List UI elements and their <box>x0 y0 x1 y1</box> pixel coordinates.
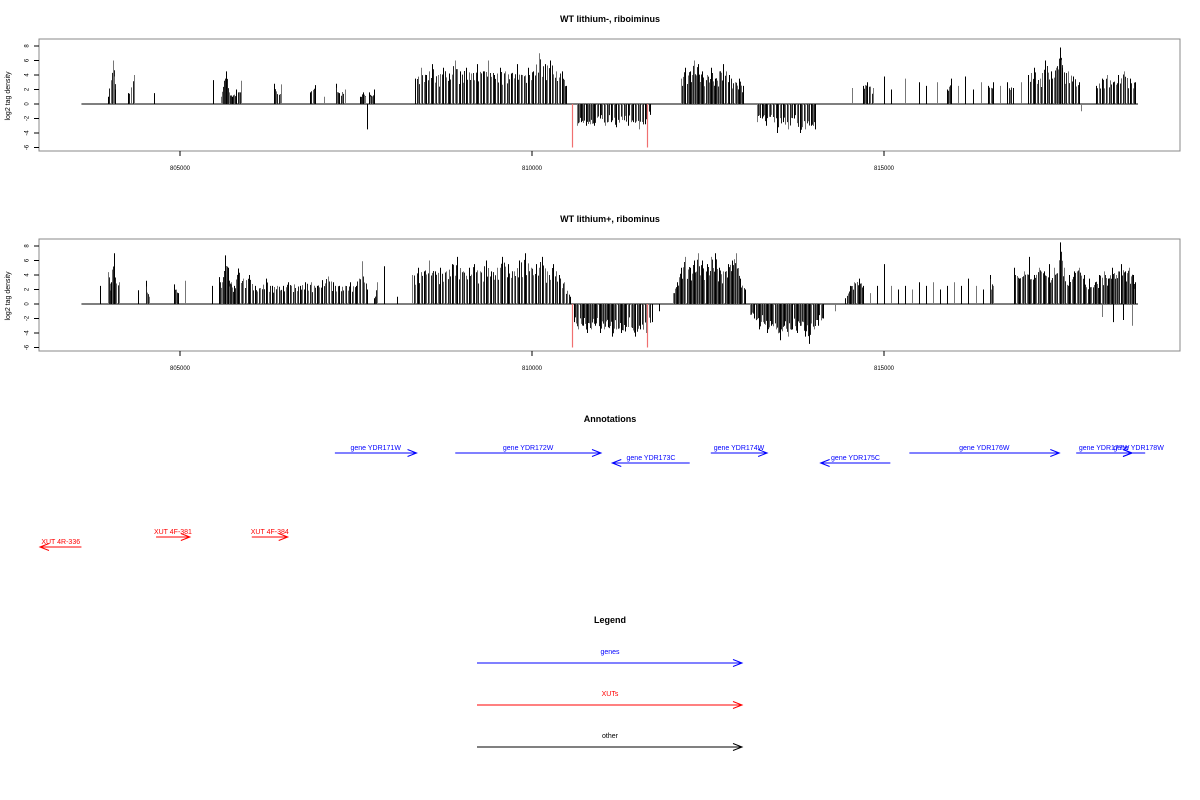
annotation-label: gene YDR178W <box>1113 445 1164 452</box>
bar-series <box>81 47 1138 148</box>
gene-arrow: gene YDR176W <box>909 445 1061 457</box>
y-tick-label: 8 <box>25 244 31 248</box>
y-axis-label: log2 tag density <box>5 71 12 121</box>
arrowhead-right-icon <box>278 533 290 541</box>
annotation-label: gene YDR172W <box>503 445 554 452</box>
y-tick-label: 0 <box>25 302 31 306</box>
x-tick-label: 810000 <box>522 366 543 372</box>
y-tick-label: 4 <box>25 73 31 77</box>
annotation-label: XUT 4R-336 <box>41 539 80 546</box>
x-tick-label: 815000 <box>874 366 895 372</box>
y-tick-label: 8 <box>25 44 31 48</box>
y-tick-label: -2 <box>25 115 31 121</box>
x-tick-label: 805000 <box>170 366 191 372</box>
x-tick-label: 805000 <box>170 166 191 172</box>
arrowhead-right-icon <box>732 701 744 709</box>
legend-title: Legend <box>594 615 626 625</box>
legend-item: other <box>477 733 744 751</box>
xut-arrow: XUT 4F-381 <box>154 529 192 541</box>
annotation-label: gene YDR174W <box>714 445 765 452</box>
legend-label: other <box>602 733 619 740</box>
annotation-label: gene YDR176W <box>959 445 1010 452</box>
arrowhead-left-icon <box>819 459 830 467</box>
y-axis: 8 6 4 2 0 -2 -4 -6 <box>25 44 39 150</box>
plot-frame <box>38 238 1181 352</box>
arrowhead-left-icon <box>610 459 622 467</box>
gene-arrow: gene YDR172W <box>455 445 603 457</box>
annotation-label: gene YDR171W <box>350 445 401 452</box>
arrowhead-right-icon <box>732 659 744 667</box>
annotations-title: Annotations <box>584 414 637 424</box>
gene-arrow: gene YDR171W <box>334 445 418 457</box>
y-tick-label: -6 <box>25 344 31 350</box>
y-tick-label: -2 <box>25 315 31 321</box>
xut-arrow: XUT 4F-384 <box>251 529 290 541</box>
track-panel-lithium-minus: WT lithium-, riboiminus log2 tag density… <box>5 14 1181 172</box>
y-tick-label: 6 <box>25 258 31 262</box>
arrowhead-right-icon <box>1050 449 1061 457</box>
panel-title: WT lithium-, riboiminus <box>560 14 660 24</box>
x-axis: 805000 810000 815000 <box>170 151 895 172</box>
track-panel-lithium-plus: WT lithium+, ribominus log2 tag density … <box>5 214 1181 372</box>
annotation-label: XUT 4F-384 <box>251 529 289 536</box>
panel-title: WT lithium+, ribominus <box>560 214 660 224</box>
x-axis: 805000 810000 815000 <box>170 351 895 372</box>
annotation-label: gene YDR177W <box>1079 445 1130 452</box>
legend-label: genes <box>600 649 620 656</box>
annotation-label: gene YDR173C <box>627 455 676 462</box>
y-tick-label: 2 <box>25 87 31 91</box>
legend-item: genes <box>477 649 744 667</box>
y-tick-label: 4 <box>25 273 31 277</box>
annotation-label: XUT 4F-381 <box>154 529 192 536</box>
gene-arrow: gene YDR174W <box>710 445 769 457</box>
y-axis-label: log2 tag density <box>5 271 12 321</box>
arrowhead-right-icon <box>407 449 418 457</box>
legend: genes XUTs other <box>477 649 744 751</box>
gene-annotations: gene YDR171W gene YDR172W gene YDR173C gene… <box>334 445 1164 467</box>
xut-arrow: XUT 4R-336 <box>38 539 82 551</box>
y-tick-label: -6 <box>25 144 31 150</box>
y-tick-label: 6 <box>25 58 31 62</box>
y-tick-label: -4 <box>25 130 31 136</box>
x-tick-label: 815000 <box>874 166 895 172</box>
y-tick-label: -4 <box>25 330 31 336</box>
gene-arrow: gene YDR173C <box>610 455 690 467</box>
arrowhead-right-icon <box>757 449 769 457</box>
gene-arrow: gene YDR178W <box>1113 445 1164 457</box>
legend-item: XUTs <box>477 691 744 709</box>
xut-annotations: XUT 4R-336 XUT 4F-381 XUT 4F-384 <box>38 529 290 551</box>
arrowhead-right-icon <box>180 533 192 541</box>
gene-arrow: gene YDR175C <box>819 455 891 467</box>
bar-series <box>81 242 1138 348</box>
legend-label: XUTs <box>602 691 619 698</box>
arrowhead-right-icon <box>732 743 744 751</box>
y-tick-label: 2 <box>25 287 31 291</box>
arrowhead-right-icon <box>591 449 603 457</box>
y-tick-label: 0 <box>25 102 31 106</box>
y-axis: 8 6 4 2 0 -2 -4 -6 <box>25 244 39 350</box>
x-tick-label: 810000 <box>522 166 543 172</box>
plot-frame <box>38 38 1181 152</box>
annotation-label: gene YDR175C <box>831 455 880 462</box>
arrowhead-right-icon <box>1122 449 1134 457</box>
arrowhead-left-icon <box>38 543 50 551</box>
